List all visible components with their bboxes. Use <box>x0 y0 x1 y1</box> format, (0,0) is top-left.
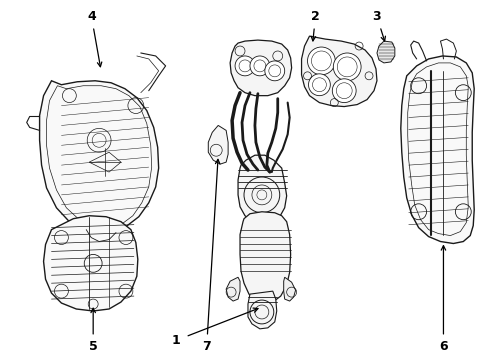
Text: 6: 6 <box>438 340 447 353</box>
Polygon shape <box>301 36 376 107</box>
Polygon shape <box>283 277 295 301</box>
Text: 4: 4 <box>87 10 96 23</box>
Text: 1: 1 <box>171 334 180 347</box>
Circle shape <box>333 53 360 81</box>
Circle shape <box>235 56 254 76</box>
Circle shape <box>307 47 335 75</box>
Polygon shape <box>208 125 228 164</box>
Text: 5: 5 <box>89 340 97 353</box>
Text: 3: 3 <box>372 10 380 23</box>
Polygon shape <box>238 155 286 225</box>
Polygon shape <box>400 56 473 243</box>
Circle shape <box>249 56 269 76</box>
Polygon shape <box>43 216 138 311</box>
Polygon shape <box>247 291 276 329</box>
Text: 7: 7 <box>202 340 211 353</box>
Polygon shape <box>376 41 394 63</box>
Text: 2: 2 <box>310 10 319 23</box>
Polygon shape <box>230 40 291 96</box>
Polygon shape <box>40 81 158 233</box>
Polygon shape <box>240 212 290 304</box>
Circle shape <box>332 79 355 103</box>
Polygon shape <box>225 277 240 301</box>
Circle shape <box>308 74 330 96</box>
Circle shape <box>264 61 284 81</box>
